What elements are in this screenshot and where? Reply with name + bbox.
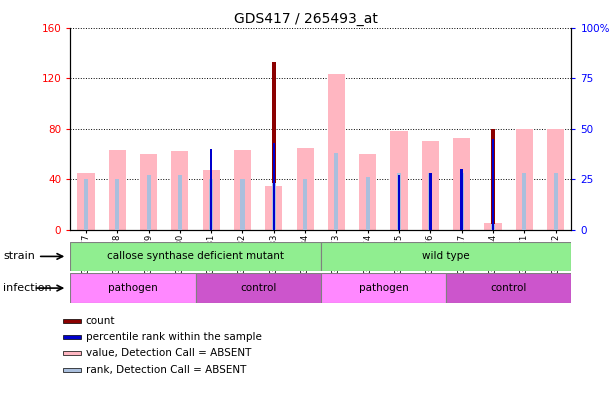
Bar (398, 175, 400, 230)
Bar (63, 369, 81, 373)
Bar (241, 179, 244, 230)
Bar (359, 154, 376, 230)
Bar (491, 129, 495, 230)
Bar (485, 223, 502, 230)
Bar (492, 139, 494, 230)
Bar (209, 179, 213, 230)
Bar (178, 175, 182, 230)
Text: infection: infection (3, 283, 52, 293)
Bar (63, 351, 81, 355)
Bar (63, 319, 81, 323)
Text: strain: strain (3, 251, 35, 261)
Bar (547, 129, 564, 230)
Bar (366, 177, 370, 230)
Bar (461, 169, 463, 230)
Bar (234, 150, 251, 230)
Bar (171, 151, 188, 230)
Bar (429, 173, 431, 230)
Bar (397, 173, 401, 230)
Bar (296, 148, 313, 230)
Text: control: control (240, 283, 276, 293)
Bar (115, 179, 119, 230)
Text: GDS417 / 265493_at: GDS417 / 265493_at (233, 12, 378, 26)
Bar (328, 74, 345, 230)
Bar (210, 149, 213, 230)
Bar (390, 131, 408, 230)
Bar (334, 153, 338, 230)
Bar (203, 170, 220, 230)
Text: percentile rank within the sample: percentile rank within the sample (86, 332, 262, 342)
Bar (70, 273, 196, 303)
Bar (321, 242, 571, 271)
Text: count: count (86, 316, 115, 326)
Text: callose synthase deficient mutant: callose synthase deficient mutant (107, 251, 284, 261)
Bar (196, 273, 321, 303)
Bar (446, 273, 571, 303)
Text: control: control (491, 283, 527, 293)
Bar (70, 242, 321, 271)
Bar (459, 173, 464, 230)
Bar (272, 183, 276, 230)
Bar (109, 150, 126, 230)
Bar (516, 129, 533, 230)
Bar (428, 173, 433, 230)
Text: rank, Detection Call = ABSENT: rank, Detection Call = ABSENT (86, 366, 246, 375)
Bar (273, 143, 275, 230)
Text: value, Detection Call = ABSENT: value, Detection Call = ABSENT (86, 348, 251, 358)
Bar (84, 179, 88, 230)
Text: pathogen: pathogen (108, 283, 158, 293)
Bar (303, 179, 307, 230)
Bar (63, 335, 81, 339)
Bar (78, 173, 95, 230)
Bar (272, 62, 276, 230)
Bar (522, 173, 526, 230)
Bar (321, 273, 446, 303)
Bar (453, 137, 470, 230)
Bar (491, 224, 495, 230)
Bar (554, 173, 558, 230)
Bar (140, 154, 157, 230)
Bar (265, 185, 282, 230)
Bar (422, 141, 439, 230)
Text: wild type: wild type (422, 251, 470, 261)
Bar (147, 175, 150, 230)
Text: pathogen: pathogen (359, 283, 408, 293)
